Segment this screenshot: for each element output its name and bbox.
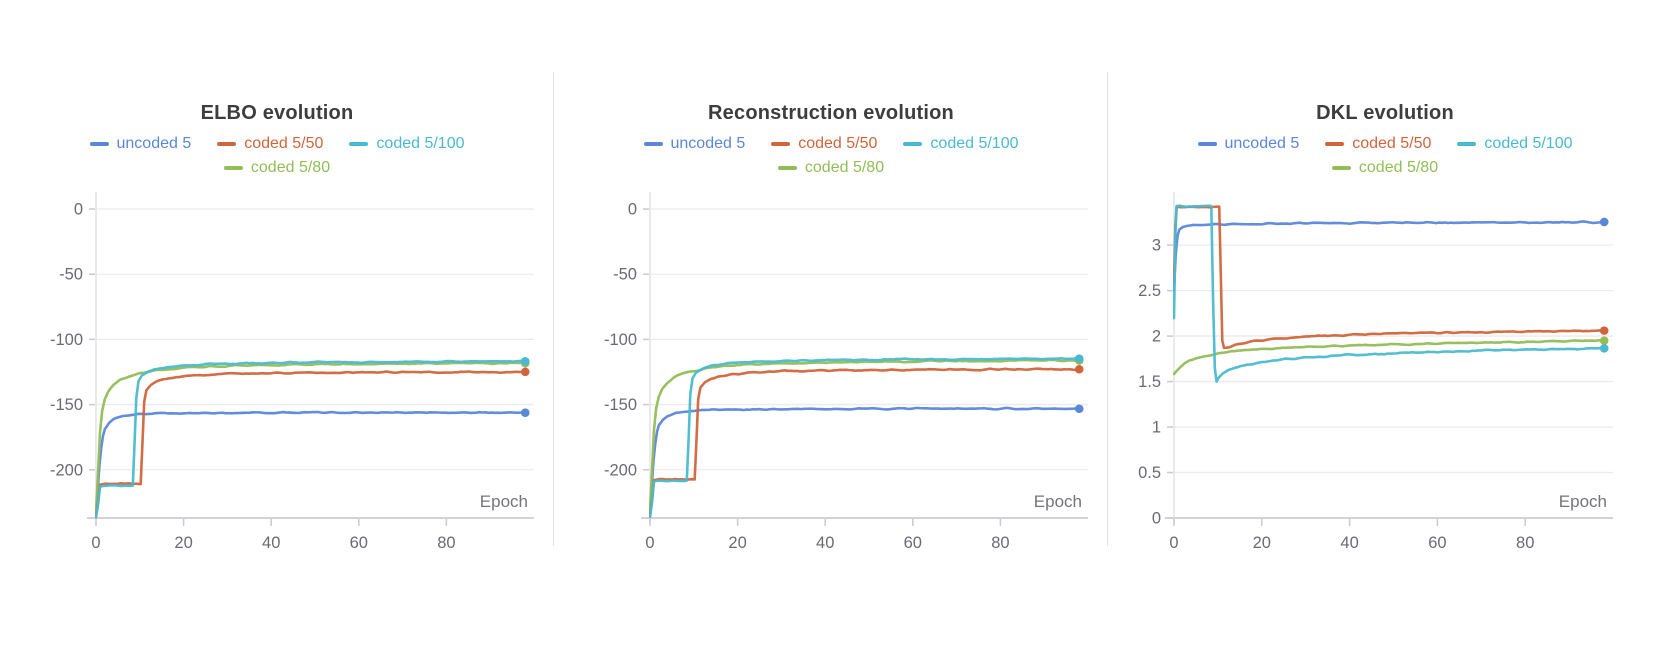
svg-text:80: 80	[437, 534, 455, 552]
legend-item-coded-5-80: coded 5/80	[777, 157, 885, 179]
legend-swatch-icon	[89, 142, 109, 146]
svg-text:40: 40	[816, 534, 834, 552]
legend-label: coded 5/100	[1484, 135, 1573, 152]
svg-text:2.5: 2.5	[1138, 282, 1161, 300]
legend-label: uncoded 5	[670, 135, 746, 152]
svg-text:60: 60	[350, 534, 368, 552]
legend-label: coded 5/100	[930, 135, 1019, 152]
legend-swatch-icon	[1325, 142, 1345, 146]
legend-label: coded 5/80	[804, 159, 885, 176]
svg-text:0: 0	[74, 201, 83, 219]
legend-reconstruction: uncoded 5 coded 5/50 coded 5/100 coded 5/80	[601, 133, 1061, 179]
legend-swatch-icon	[777, 166, 797, 170]
legend-label: coded 5/100	[376, 135, 465, 152]
legend-item-coded-5-80: coded 5/80	[1331, 157, 1439, 179]
legend-item-uncoded-5: uncoded 5	[1197, 133, 1300, 155]
svg-text:-100: -100	[50, 331, 83, 349]
legend-item-coded-5-50: coded 5/50	[1325, 133, 1431, 155]
svg-text:0: 0	[1169, 534, 1178, 552]
svg-text:60: 60	[904, 534, 922, 552]
legend-swatch-icon	[903, 142, 923, 146]
legend-label: uncoded 5	[1224, 135, 1300, 152]
svg-text:80: 80	[991, 534, 1009, 552]
legend-swatch-icon	[771, 142, 791, 146]
svg-text:3: 3	[1152, 237, 1161, 255]
chart-title-reconstruction: Reconstruction evolution	[708, 102, 954, 124]
svg-text:0: 0	[91, 534, 100, 552]
svg-text:40: 40	[1340, 534, 1358, 552]
elbo-line-chart: 0 -50 -100 -150 -200 0 20 40 60 80 Epoch	[50, 192, 534, 552]
panel-divider	[553, 72, 554, 546]
legend-label: coded 5/50	[244, 135, 324, 152]
legend-dkl: uncoded 5 coded 5/50 coded 5/100 coded 5/80	[1155, 133, 1615, 179]
panel-divider	[1107, 72, 1108, 546]
svg-text:Epoch: Epoch	[1034, 492, 1082, 511]
svg-text:2: 2	[1152, 328, 1161, 346]
legend-swatch-icon	[349, 142, 369, 146]
svg-text:60: 60	[1428, 534, 1446, 552]
svg-text:Epoch: Epoch	[1559, 492, 1607, 511]
legend-label: coded 5/50	[798, 135, 878, 152]
legend-label: coded 5/50	[1352, 135, 1432, 152]
legend-swatch-icon	[217, 142, 237, 146]
legend-item-coded-5-100: coded 5/100	[1457, 133, 1573, 155]
legend-swatch-icon	[1457, 142, 1477, 146]
svg-text:80: 80	[1516, 534, 1534, 552]
chart-panel-reconstruction: Reconstruction evolution uncoded 5 coded …	[554, 75, 1108, 584]
chart-panel-dkl: DKL evolution uncoded 5 coded 5/50 coded 5…	[1108, 75, 1661, 584]
svg-text:-200: -200	[604, 461, 637, 479]
legend-item-coded-5-50: coded 5/50	[771, 133, 877, 155]
reconstruction-line-chart: 0 -50 -100 -150 -200 0 20 40 60 80 Epoch	[604, 192, 1088, 552]
svg-text:40: 40	[262, 534, 280, 552]
svg-text:-150: -150	[50, 396, 83, 414]
legend-swatch-icon	[1331, 166, 1351, 170]
svg-text:-100: -100	[604, 331, 637, 349]
chart-title-elbo: ELBO evolution	[200, 102, 354, 124]
chart-panel-elbo: ELBO evolution uncoded 5 coded 5/50 coded …	[0, 75, 554, 584]
legend-swatch-icon	[643, 142, 663, 146]
svg-text:1.5: 1.5	[1138, 373, 1161, 391]
legend-item-uncoded-5: uncoded 5	[643, 133, 746, 155]
chart-title-dkl: DKL evolution	[1316, 102, 1454, 124]
legend-item-coded-5-100: coded 5/100	[903, 133, 1019, 155]
legend-label: uncoded 5	[116, 135, 192, 152]
svg-text:20: 20	[1253, 534, 1271, 552]
svg-text:0: 0	[645, 534, 654, 552]
legend-label: coded 5/80	[250, 159, 331, 176]
svg-text:20: 20	[728, 534, 746, 552]
svg-text:-50: -50	[59, 266, 83, 284]
svg-text:20: 20	[174, 534, 192, 552]
legend-item-coded-5-50: coded 5/50	[217, 133, 323, 155]
svg-text:0: 0	[628, 201, 637, 219]
legend-swatch-icon	[1197, 142, 1217, 146]
legend-item-uncoded-5: uncoded 5	[89, 133, 192, 155]
svg-text:-150: -150	[604, 396, 637, 414]
svg-text:-200: -200	[50, 461, 83, 479]
legend-label: coded 5/80	[1358, 159, 1439, 176]
svg-text:1: 1	[1152, 419, 1161, 437]
legend-swatch-icon	[223, 166, 243, 170]
legend-item-coded-5-80: coded 5/80	[223, 157, 331, 179]
legend-item-coded-5-100: coded 5/100	[349, 133, 465, 155]
svg-text:0.5: 0.5	[1138, 464, 1161, 482]
dkl-line-chart: 0 0.5 1 1.5 2 2.5 3 0 20 40 60 80 Epoch	[1138, 192, 1613, 552]
legend-elbo: uncoded 5 coded 5/50 coded 5/100 coded 5/80	[47, 133, 507, 179]
svg-text:-50: -50	[613, 266, 637, 284]
svg-text:0: 0	[1152, 510, 1161, 528]
svg-text:Epoch: Epoch	[480, 492, 528, 511]
